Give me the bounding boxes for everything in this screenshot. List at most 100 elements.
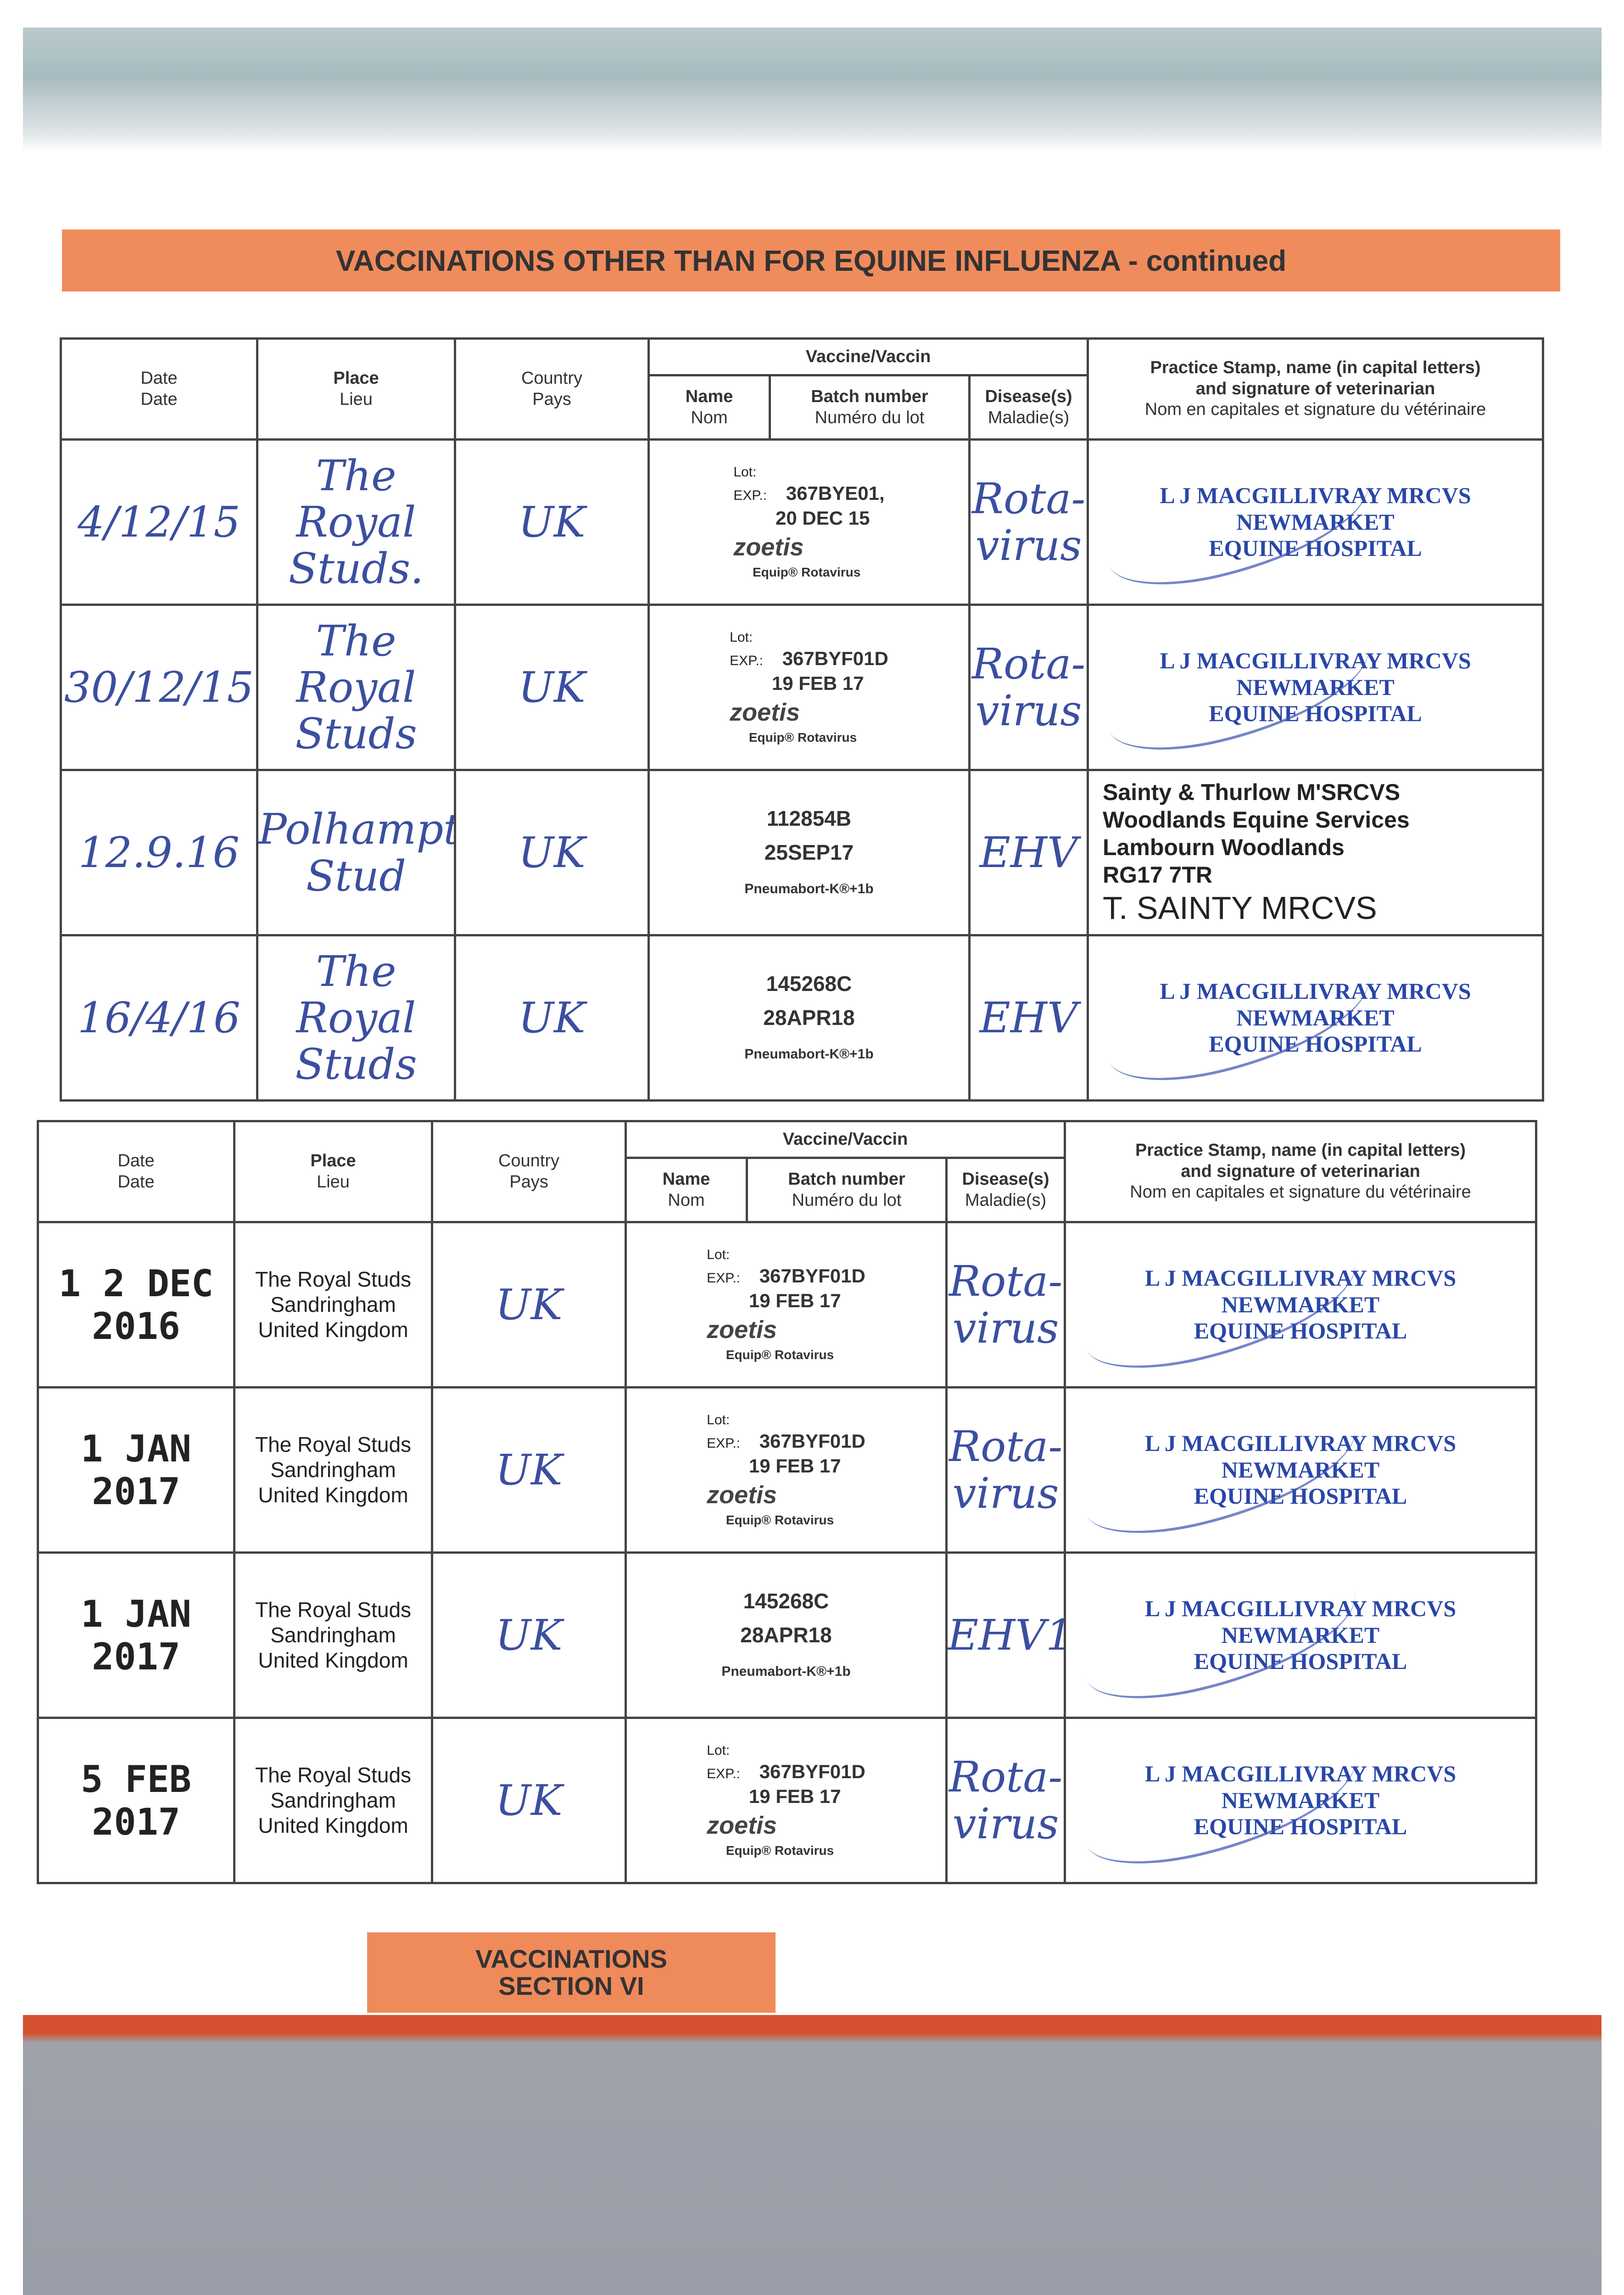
- expiry-date: 19 FEB 17: [771, 672, 864, 694]
- expiry-date: 19 FEB 17: [748, 1455, 841, 1477]
- product-name: Pneumabort-K®+1b: [744, 1047, 874, 1062]
- vet-stamp-line: L J MACGILLIVRAY MRCVS: [1144, 1761, 1457, 1787]
- vaccine-label-sticker: 112854B 25SEP17 Pneumabort-K®+1b: [651, 802, 967, 903]
- batch-number: 367BYF01D: [782, 647, 888, 669]
- vet-stamp-line: L J MACGILLIVRAY MRCVS: [1144, 1595, 1457, 1622]
- batch-number: 112854B: [766, 806, 852, 831]
- date-stamp: 5 FEB 2017: [81, 1758, 191, 1843]
- vet-stamp-line: L J MACGILLIVRAY MRCVS: [1144, 1430, 1457, 1456]
- disease: Rota-virus: [971, 639, 1086, 735]
- lot-label: Lot:: [733, 464, 757, 480]
- header-name: Name: [662, 1169, 710, 1189]
- place-line: The Royal Studs: [255, 1763, 412, 1787]
- vaccine-label-sticker: 145268C 28APR18 Pneumabort-K®+1b: [651, 967, 967, 1069]
- disease: EHV1: [948, 1610, 1065, 1660]
- product-name: Pneumabort-K®+1b: [721, 1664, 851, 1679]
- date: 12.9.16: [78, 828, 240, 877]
- header-vaccine: Vaccine/Vaccin: [782, 1129, 908, 1149]
- table-row: 1 JAN 2017 The Royal Studs Sandringham Unit…: [37, 1386, 1537, 1554]
- header-batch: Batch number: [788, 1169, 905, 1189]
- disease: Rota-virus: [949, 1257, 1063, 1353]
- date: 4/12/15: [78, 497, 240, 547]
- vaccine-label-sticker: Lot: EXP.: 367BYF01D 19 FEB 17 zoetis Equ…: [707, 1246, 865, 1364]
- date-stamp: 1 2 DEC 2016: [58, 1262, 214, 1348]
- vet-stamp-line: EQUINE HOSPITAL: [1194, 1648, 1407, 1674]
- exp-label: EXP.:: [707, 1435, 741, 1451]
- table-row: 16/4/16 The Royal Studs UK 145268C 28APR18 P…: [60, 934, 1544, 1102]
- header-disease-fr: Maladie(s): [988, 408, 1070, 427]
- table-row: 30/12/15 The Royal Studs UK Lot: EXP.: 367B…: [60, 604, 1544, 771]
- lot-label: Lot:: [707, 1742, 730, 1758]
- vet-stamp-line: EQUINE HOSPITAL: [1194, 1483, 1407, 1509]
- header-row: Date Date Place Lieu Country Pays Vaccine/V…: [60, 337, 1544, 441]
- country: UK: [495, 1610, 563, 1660]
- table-row: 4/12/15 The Royal Studs. UK Lot: EXP.: 367B…: [60, 438, 1544, 606]
- scan-bottom-margin: [23, 2015, 1602, 2295]
- disease: Rota-virus: [971, 474, 1086, 570]
- vet-stamp-line: EQUINE HOSPITAL: [1194, 1318, 1407, 1344]
- product-name: Equip® Rotavirus: [753, 565, 861, 580]
- expiry-date: 20 DEC 15: [776, 507, 870, 529]
- header-stamp-fr: Nom en capitales et signature du vétérin…: [1130, 1182, 1471, 1202]
- place: Polhampton Stud: [258, 805, 453, 901]
- place-line: Sandringham: [270, 1788, 396, 1812]
- vet-stamp-line: Woodlands Equine Services: [1103, 806, 1410, 833]
- header-stamp-1: Practice Stamp, name (in capital letters…: [1135, 1141, 1466, 1160]
- vaccine-label-sticker: Lot: EXP.: 367BYF01D 19 FEB 17 zoetis Equ…: [730, 628, 888, 746]
- exp-label: EXP.:: [707, 1766, 741, 1781]
- exp-label: EXP.:: [707, 1270, 741, 1286]
- signature: [1072, 1224, 1369, 1385]
- header-disease: Disease(s): [985, 386, 1072, 406]
- signature: [1072, 1720, 1369, 1881]
- lot-label: Lot:: [707, 1247, 730, 1262]
- header-country-fr: Pays: [509, 1172, 548, 1192]
- brand-logo: zoetis: [733, 533, 804, 561]
- header-disease: Disease(s): [962, 1169, 1049, 1189]
- header-vaccine: Vaccine/Vaccin: [805, 347, 931, 366]
- vet-stamp-line: EQUINE HOSPITAL: [1194, 1814, 1407, 1840]
- header-place: Place: [333, 368, 379, 388]
- place: The Royal Studs: [295, 616, 417, 759]
- header-place-fr: Lieu: [340, 389, 373, 409]
- batch-number: 367BYF01D: [759, 1760, 865, 1782]
- place-line: Sandringham: [270, 1292, 396, 1316]
- place-line: Sandringham: [270, 1623, 396, 1647]
- header-name: Name: [685, 386, 733, 406]
- vet-stamp-line: L J MACGILLIVRAY MRCVS: [1160, 482, 1471, 509]
- header-stamp-2: and signature of veterinarian: [1195, 379, 1435, 398]
- brand-logo: zoetis: [730, 699, 800, 726]
- page-title: VACCINATIONS OTHER THAN FOR EQUINE INFLU…: [62, 230, 1560, 291]
- header-country-fr: Pays: [532, 389, 571, 409]
- product-name: Equip® Rotavirus: [748, 730, 857, 745]
- exp-label: EXP.:: [730, 653, 764, 668]
- country: UK: [518, 828, 586, 877]
- vet-stamp-line: NEWMARKET: [1236, 674, 1395, 700]
- header-batch-fr: Numéro du lot: [815, 408, 925, 427]
- place: The Royal Studs.: [288, 451, 424, 593]
- place-line: United Kingdom: [258, 1648, 408, 1673]
- country: UK: [518, 993, 586, 1042]
- vet-stamp-line: NEWMARKET: [1221, 1456, 1380, 1483]
- place-line: United Kingdom: [258, 1814, 408, 1838]
- vet-stamp: L J MACGILLIVRAY MRCVS NEWMARKET EQUINE HO…: [1090, 482, 1541, 562]
- country: UK: [518, 497, 586, 547]
- vet-stamp: L J MACGILLIVRAY MRCVS NEWMARKET EQUINE HO…: [1067, 1430, 1534, 1510]
- place-line: United Kingdom: [258, 1483, 408, 1507]
- vaccine-label-sticker: Lot: EXP.: 367BYF01D 19 FEB 17 zoetis Equ…: [707, 1411, 865, 1529]
- vet-stamp-line: NEWMARKET: [1221, 1787, 1380, 1813]
- vaccination-table-1: Date Date Place Lieu Country Pays Vaccine/V…: [60, 337, 1544, 1102]
- lot-label: Lot:: [730, 629, 753, 645]
- vet-stamp-line: NEWMARKET: [1221, 1622, 1380, 1648]
- scan-top-margin: [23, 28, 1602, 151]
- brand-logo: zoetis: [707, 1812, 777, 1839]
- table-row: 1 2 DEC 2016 The Royal Studs Sandringham Un…: [37, 1221, 1537, 1388]
- product-name: Pneumabort-K®+1b: [744, 881, 874, 897]
- header-date-fr: Date: [117, 1172, 155, 1192]
- vet-name: T. SAINTY MRCVS: [1103, 890, 1377, 926]
- vet-stamp-line: EQUINE HOSPITAL: [1209, 535, 1422, 561]
- place-line: Sandringham: [270, 1457, 396, 1482]
- vet-stamp: L J MACGILLIVRAY MRCVS NEWMARKET EQUINE HO…: [1067, 1761, 1534, 1840]
- signature: [1095, 607, 1383, 768]
- vet-stamp-line: L J MACGILLIVRAY MRCVS: [1144, 1265, 1457, 1291]
- product-name: Equip® Rotavirus: [725, 1843, 834, 1858]
